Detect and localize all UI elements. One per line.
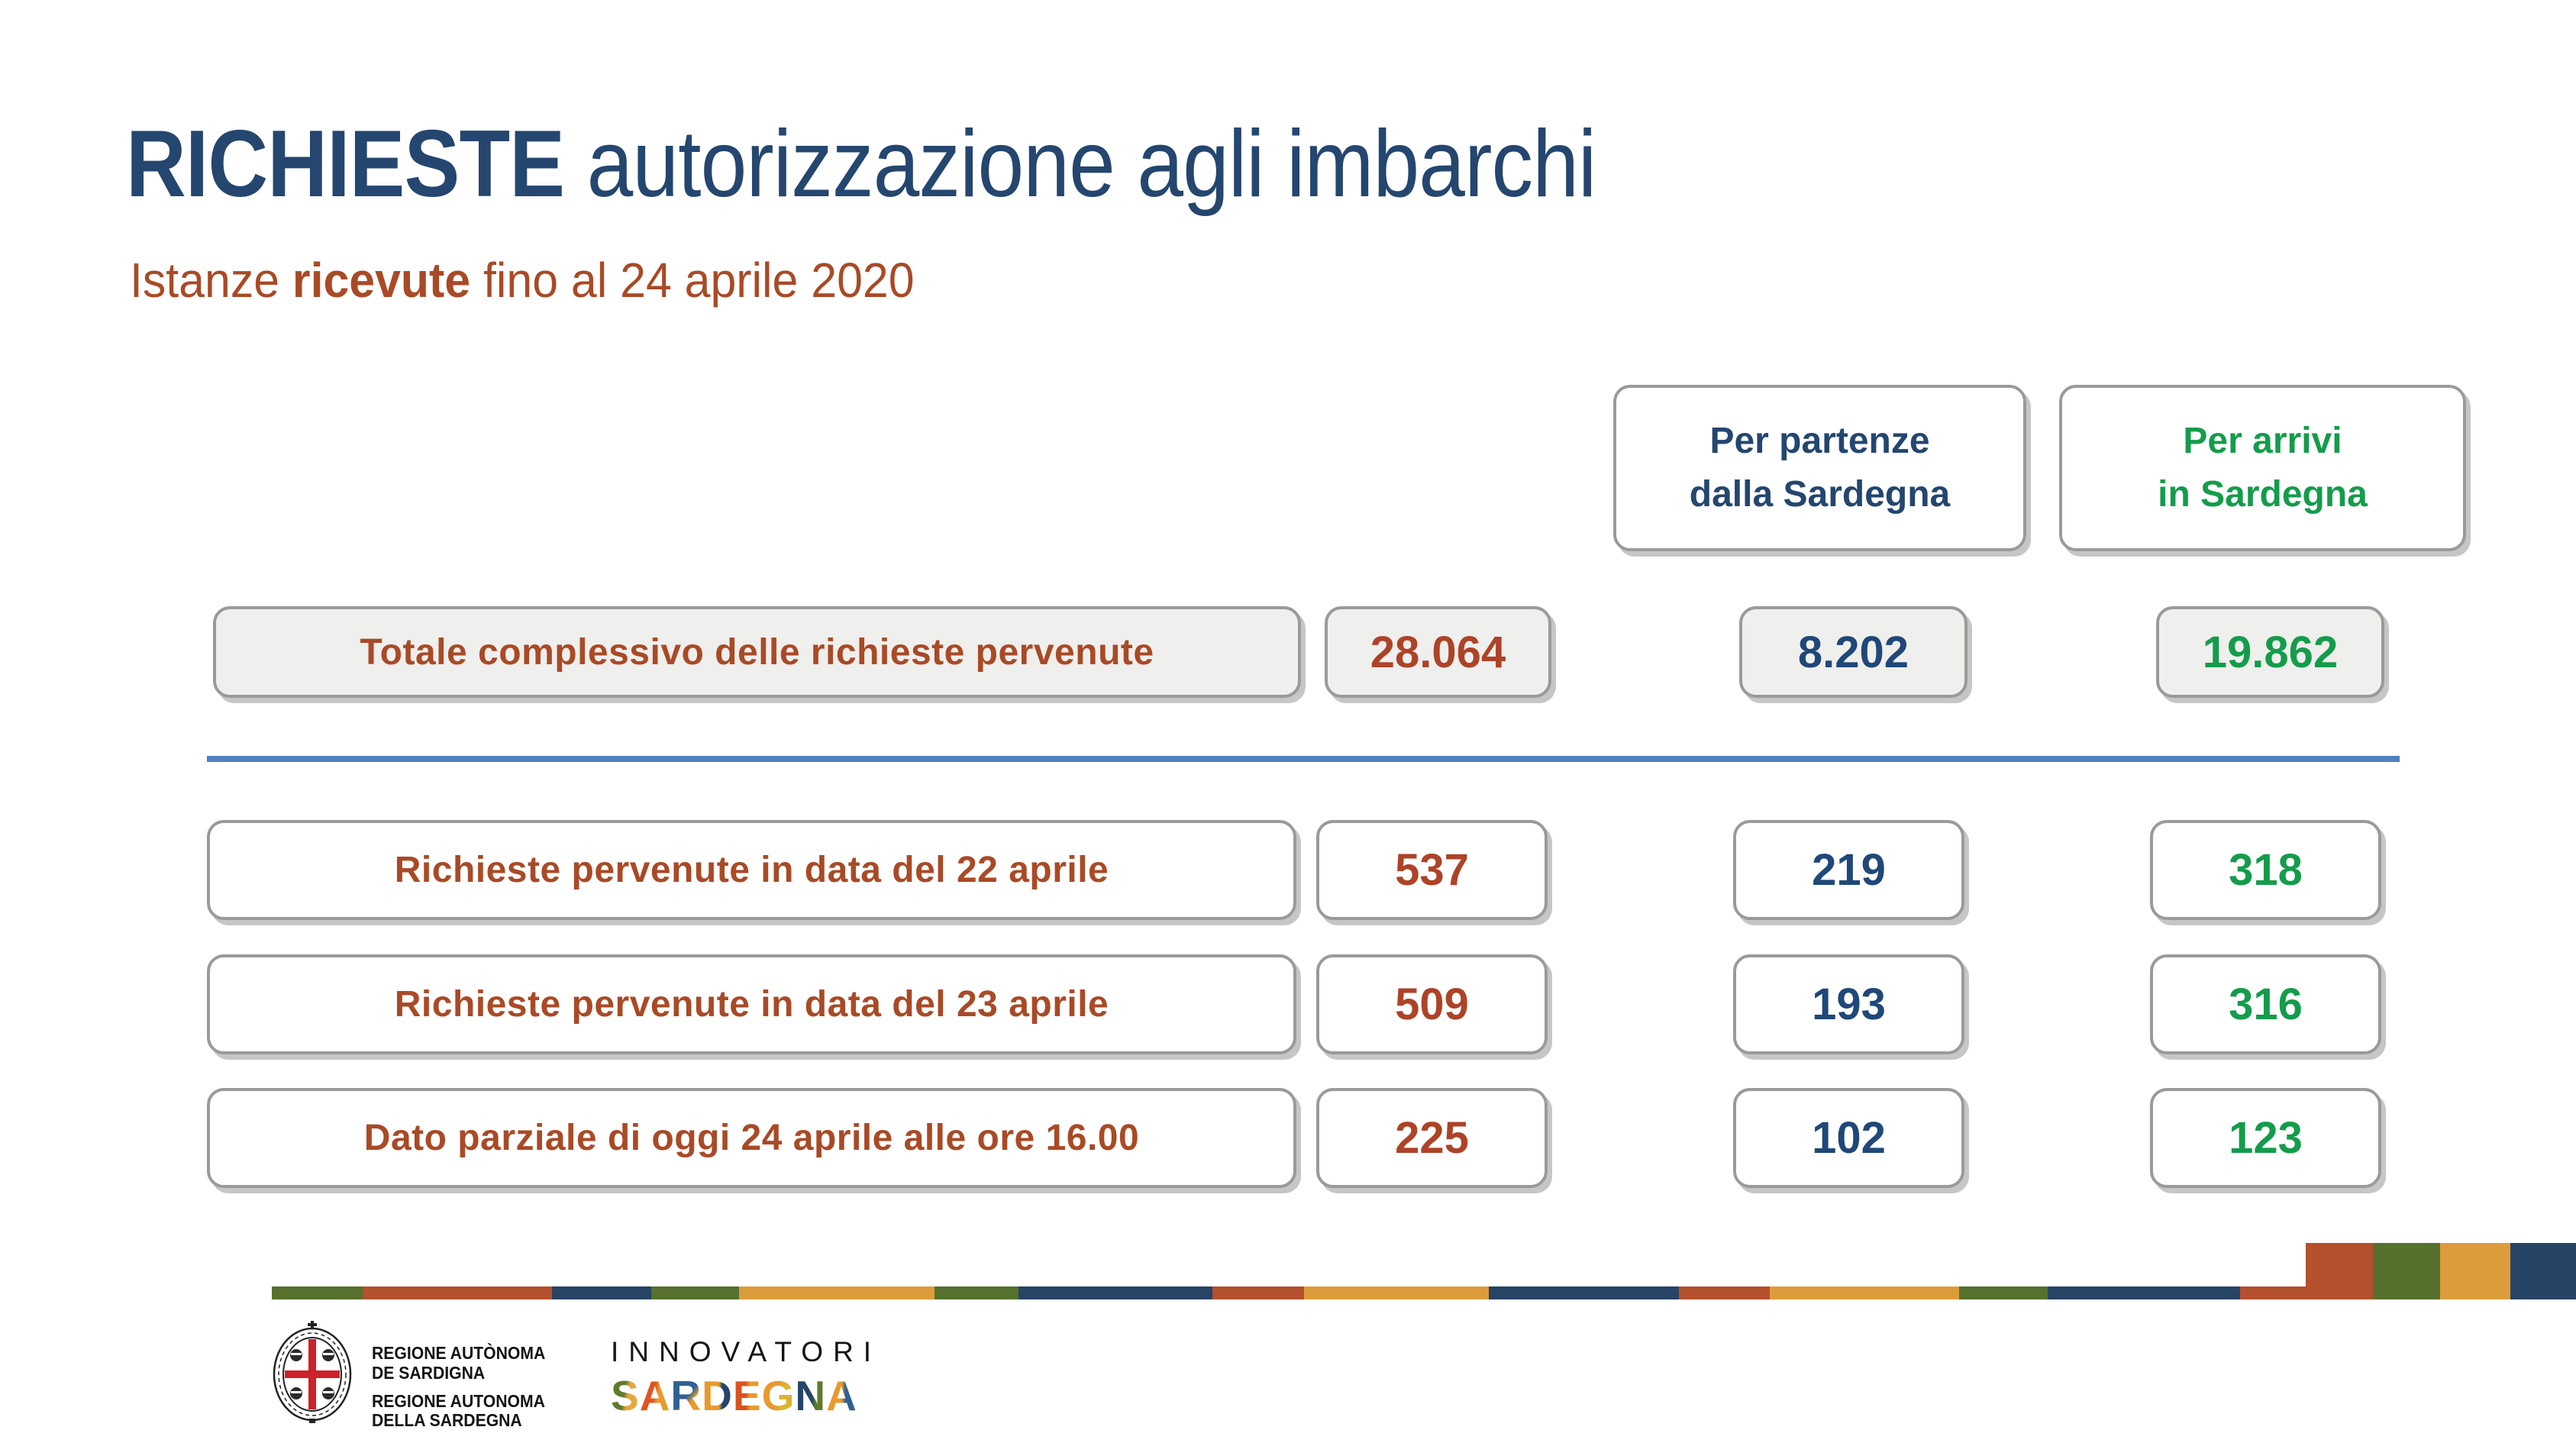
row-departures-value: 102: [1733, 1088, 1964, 1188]
stripe-segment: [2048, 1286, 2240, 1299]
sardegna-letter: N: [795, 1372, 827, 1419]
stripe-segment: [1489, 1286, 1679, 1299]
stripe-segment: [651, 1286, 739, 1299]
region-name-it-line1: REGIONE AUTONOMA: [372, 1390, 545, 1411]
row-label: Dato parziale di oggi 24 aprile alle ore…: [207, 1088, 1296, 1188]
region-name-sa-line1: REGIONE AUTÒNOMA: [372, 1343, 546, 1363]
arrivals-header-line1: Per arrivi: [2183, 421, 2342, 462]
column-header-departures: Per partenze dalla Sardegna: [1613, 385, 2026, 551]
sardegna-letter: D: [702, 1372, 733, 1419]
row-arrivals-value: 316: [2150, 954, 2381, 1054]
stripe-segment: [363, 1286, 552, 1299]
innovatori-sardegna-logo: INNOVATORI S A R D E G N A: [611, 1336, 881, 1417]
title-rest: autorizzazione agli imbarchi: [564, 111, 1597, 217]
total-arrivals-value: 19.862: [2156, 606, 2384, 698]
stripe-tall-segment: [2373, 1243, 2440, 1299]
total-requests-value: 28.064: [1325, 606, 1551, 698]
row-total-value: 537: [1316, 820, 1548, 920]
page-title: RICHIESTE autorizzazione agli imbarchi: [126, 115, 1596, 214]
row-arrivals-value: 318: [2150, 820, 2381, 920]
stripe-tall-segment: [2440, 1243, 2510, 1299]
sardegna-letter: R: [670, 1372, 702, 1419]
column-header-arrivals: Per arrivi in Sardegna: [2059, 385, 2466, 551]
stripe-tall-segment: [2510, 1243, 2576, 1299]
regione-sardegna-crest-icon: [271, 1319, 353, 1428]
sardegna-letter: A: [826, 1372, 857, 1419]
divider-line: [207, 756, 2400, 762]
stripe-segment: [272, 1286, 363, 1299]
row-label: Richieste pervenute in data del 23 april…: [207, 954, 1296, 1054]
region-name-it-line2: DELLA SARDEGNA: [372, 1410, 522, 1431]
stripe-segment: [1770, 1286, 1959, 1299]
row-arrivals-value: 123: [2150, 1088, 2381, 1188]
footer-stripe: [272, 1286, 2306, 1299]
stripe-tall-segment: [2306, 1243, 2373, 1299]
sardegna-letter: A: [639, 1372, 671, 1419]
row-total-value: 509: [1316, 954, 1548, 1054]
row-departures-value: 193: [1733, 954, 1964, 1054]
total-row-label: Totale complessivo delle richieste perve…: [213, 606, 1301, 698]
sardegna-multicolor-text: S A R D E G N A: [611, 1375, 881, 1417]
stripe-segment: [739, 1286, 935, 1299]
sardegna-letter: G: [761, 1372, 796, 1419]
total-departures-value: 8.202: [1739, 606, 1968, 698]
title-emphasis: RICHIESTE: [126, 111, 565, 217]
arrivals-header-line2: in Sardegna: [2158, 474, 2368, 515]
stripe-segment: [2240, 1286, 2306, 1299]
subtitle-emphasis: ricevute: [292, 253, 471, 308]
stripe-segment: [1212, 1286, 1304, 1299]
stripe-segment: [1304, 1286, 1489, 1299]
stripe-segment: [1679, 1286, 1770, 1299]
subtitle: Istanze ricevute fino al 24 aprile 2020: [130, 253, 915, 307]
subtitle-pre: Istanze: [130, 253, 292, 308]
departures-header-line1: Per partenze: [1709, 421, 1930, 462]
stripe-segment: [552, 1286, 651, 1299]
region-wordmark: REGIONE AUTÒNOMA DE SARDIGNA REGIONE AUT…: [372, 1343, 546, 1439]
sardegna-letter: E: [732, 1372, 762, 1419]
innovatori-text: INNOVATORI: [611, 1336, 882, 1367]
stripe-segment: [935, 1286, 1018, 1299]
subtitle-post: fino al 24 aprile 2020: [470, 253, 915, 308]
row-total-value: 225: [1316, 1088, 1548, 1188]
row-departures-value: 219: [1733, 820, 1964, 920]
stripe-segment: [1959, 1286, 2048, 1299]
stripe-segment: [1018, 1286, 1212, 1299]
region-name-sa-line2: DE SARDIGNA: [372, 1362, 486, 1383]
sardegna-letter: S: [611, 1372, 640, 1419]
departures-header-line2: dalla Sardegna: [1689, 474, 1951, 515]
row-label: Richieste pervenute in data del 22 april…: [207, 820, 1296, 920]
footer-stripe-end-blocks: [2306, 1243, 2576, 1299]
